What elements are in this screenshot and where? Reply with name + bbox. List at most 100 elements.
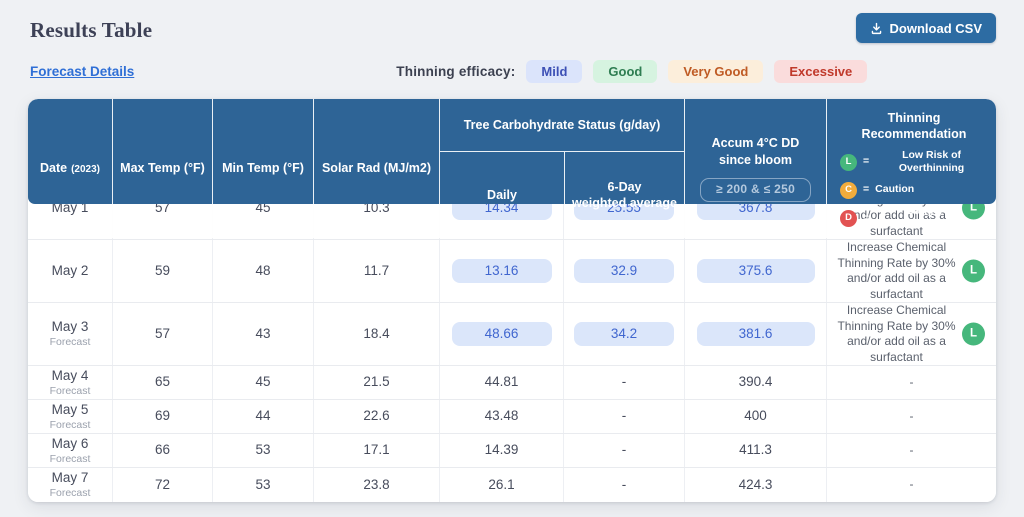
daily-carb-cell: 48.66 bbox=[439, 303, 563, 365]
legend-label: Danger of Overthinning bbox=[898, 204, 965, 231]
download-csv-button[interactable]: Download CSV bbox=[855, 13, 996, 43]
column-header-min-temp: Min Temp (°F) bbox=[212, 99, 313, 239]
accum-dd-cell: 381.6 bbox=[684, 303, 826, 365]
solar-rad-cell: 11.7 bbox=[313, 240, 439, 302]
date-header-year: (2023) bbox=[71, 164, 100, 176]
column-header-6day-average: 6-Day weighted average bbox=[564, 152, 684, 239]
date-value: May 5 bbox=[51, 401, 89, 417]
max-temp-value: 66 bbox=[154, 442, 171, 458]
weighted-avg-cell: 34.2 bbox=[563, 303, 684, 365]
weighted-avg-value: - bbox=[621, 442, 627, 458]
weighted-avg-value: - bbox=[621, 476, 627, 492]
forecast-label: Forecast bbox=[49, 452, 91, 465]
min-temp-value: 43 bbox=[255, 325, 271, 341]
legend-equals: = bbox=[863, 155, 870, 168]
accum-line2: since bloom bbox=[719, 152, 792, 167]
max-temp-cell: 66 bbox=[112, 434, 212, 467]
date-value: May 2 bbox=[51, 262, 89, 278]
date-cell: May 7 Forecast bbox=[28, 468, 112, 502]
top-bar: Results Table Download CSV bbox=[0, 0, 1024, 43]
daily-carb-value: 13.16 bbox=[451, 258, 552, 284]
solar-rad-value: 22.6 bbox=[363, 408, 390, 424]
results-table: Date (2023) Max Temp (°F) Min Temp (°F) S… bbox=[28, 99, 996, 502]
weighted-avg-value: - bbox=[621, 408, 627, 424]
legend-label: Low Risk of Overthinning bbox=[898, 148, 965, 175]
avg6-line2: weighted average bbox=[572, 196, 677, 211]
column-header-solar-rad: Solar Rad (MJ/m2) bbox=[313, 99, 439, 239]
min-temp-cell: 48 bbox=[212, 240, 313, 302]
recommendation-cell: Increase Chemical Thinning Rate by 30% a… bbox=[826, 240, 996, 302]
legend-item-low-risk: L = Low Risk of Overthinning bbox=[840, 149, 988, 176]
accum-dd-value: 381.6 bbox=[696, 321, 815, 347]
min-temp-value: 45 bbox=[255, 374, 271, 390]
min-temp-value: 48 bbox=[255, 262, 271, 278]
weighted-avg-cell: - bbox=[563, 400, 684, 433]
table-row: May 5 Forecast 69 44 22.6 43.48 - 400 - bbox=[28, 400, 996, 434]
forecast-details-link[interactable]: Forecast Details bbox=[30, 64, 135, 79]
solar-rad-cell: 18.4 bbox=[313, 303, 439, 365]
recommendation-text: Increase Chemical Thinning Rate by 30% a… bbox=[837, 303, 956, 364]
efficacy-badge: Very Good bbox=[668, 60, 764, 83]
legend-equals: = bbox=[863, 183, 870, 196]
efficacy-badge: Excessive bbox=[774, 60, 868, 83]
recommendation-text: Increase Chemical Thinning Rate by 30% a… bbox=[837, 240, 956, 301]
date-value: May 7 bbox=[51, 470, 89, 486]
min-temp-cell: 53 bbox=[212, 468, 313, 502]
max-temp-value: 59 bbox=[154, 262, 171, 278]
accum-dd-cell: 411.3 bbox=[684, 434, 826, 467]
column-group-carbohydrate: Tree Carbohydrate Status (g/day) Daily 6… bbox=[439, 99, 684, 239]
daily-carb-value: 14.39 bbox=[484, 442, 519, 458]
column-header-recommendation: Thinning Recommendation L = Low Risk of … bbox=[826, 99, 996, 239]
daily-carb-cell: 13.16 bbox=[439, 240, 563, 302]
page-title: Results Table bbox=[30, 18, 153, 42]
accum-dd-cell: 375.6 bbox=[684, 240, 826, 302]
table-body: May 1 57 45 10.3 14.34 25.55 367.8 Incre… bbox=[28, 177, 996, 502]
solar-rad-value: 17.1 bbox=[363, 442, 390, 458]
max-temp-value: 72 bbox=[154, 476, 171, 492]
daily-carb-value: 26.1 bbox=[488, 476, 515, 492]
min-temp-cell: 44 bbox=[212, 400, 313, 433]
table-row: May 6 Forecast 66 53 17.1 14.39 - 411.3 … bbox=[28, 434, 996, 468]
recommendation-text: - bbox=[909, 374, 914, 389]
accum-dd-value: 400 bbox=[744, 408, 767, 424]
forecast-label: Forecast bbox=[49, 336, 91, 349]
recommendation-cell: - bbox=[826, 468, 996, 502]
table-header: Date (2023) Max Temp (°F) Min Temp (°F) S… bbox=[28, 99, 996, 239]
min-temp-value: 53 bbox=[255, 442, 271, 458]
recommendation-text: - bbox=[909, 442, 914, 457]
daily-carb-cell: 14.39 bbox=[439, 434, 563, 467]
recommendation-cell: Increase Chemical Thinning Rate by 30% a… bbox=[826, 303, 996, 365]
weighted-avg-cell: - bbox=[563, 434, 684, 467]
min-temp-value: 53 bbox=[255, 476, 271, 492]
max-temp-cell: 59 bbox=[112, 240, 212, 302]
weighted-avg-value: - bbox=[621, 374, 627, 390]
date-value: May 3 bbox=[51, 319, 89, 335]
min-temp-cell: 43 bbox=[212, 303, 313, 365]
max-temp-value: 57 bbox=[154, 325, 171, 341]
date-value: May 4 bbox=[51, 367, 89, 383]
recommendation-cell: - bbox=[826, 434, 996, 467]
date-cell: May 2 bbox=[28, 240, 112, 302]
max-temp-value: 65 bbox=[154, 374, 171, 390]
daily-carb-cell: 44.81 bbox=[439, 366, 563, 399]
solar-rad-value: 23.8 bbox=[363, 476, 390, 492]
low-risk-icon: L bbox=[840, 153, 857, 171]
max-temp-cell: 65 bbox=[112, 366, 212, 399]
accum-dd-cell: 400 bbox=[684, 400, 826, 433]
solar-rad-cell: 22.6 bbox=[313, 400, 439, 433]
recommendation-cell: - bbox=[826, 366, 996, 399]
solar-rad-cell: 23.8 bbox=[313, 468, 439, 502]
danger-icon: D bbox=[840, 209, 857, 227]
solar-rad-value: 11.7 bbox=[363, 262, 390, 278]
thinning-efficacy-legend: Thinning efficacy: Mild Good Very Good E… bbox=[396, 60, 868, 83]
accum-dd-value: 390.4 bbox=[738, 374, 773, 390]
daily-carb-cell: 26.1 bbox=[439, 468, 563, 502]
daily-carb-value: 44.81 bbox=[484, 374, 519, 390]
column-header-max-temp: Max Temp (°F) bbox=[112, 99, 212, 239]
table-row: May 3 Forecast 57 43 18.4 48.66 34.2 381… bbox=[28, 303, 996, 366]
daily-carb-value: 48.66 bbox=[451, 321, 552, 347]
weighted-avg-cell: 32.9 bbox=[563, 240, 684, 302]
efficacy-label: Thinning efficacy: bbox=[396, 64, 516, 79]
legend-label: Caution bbox=[875, 183, 915, 196]
date-cell: May 6 Forecast bbox=[28, 434, 112, 467]
